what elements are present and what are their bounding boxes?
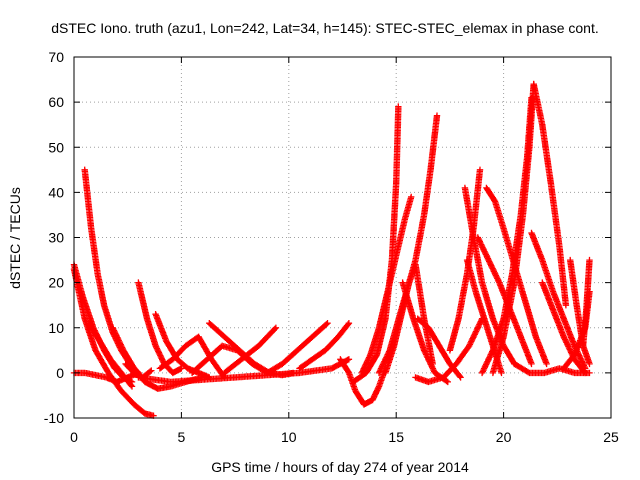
series-arc32 [530,80,570,309]
series-arc38 [511,360,593,377]
series-arc31 [489,80,537,377]
data-markers [70,80,593,419]
series-arc13 [221,324,280,377]
series-arc24 [412,315,486,386]
x-tick-label: 15 [388,429,404,445]
x-tick-label: 25 [603,429,619,445]
y-tick-label: 30 [48,230,64,246]
y-tick-label: 60 [48,94,64,110]
series-arc23 [414,315,464,381]
series-arc19 [358,193,415,377]
data-point-markers [85,320,136,390]
data-point-markers [579,256,593,349]
y-tick-label: 0 [56,365,64,381]
data-point-markers [221,324,280,377]
data-point-markers [135,356,353,386]
data-point-markers [296,320,353,372]
y-tick-label: 10 [48,320,64,336]
data-point-markers [528,229,589,372]
y-tick-label: 70 [48,49,64,65]
data-point-markers [156,333,228,381]
x-tick-label: 20 [496,429,512,445]
series-arc10 [156,333,228,381]
x-tick-label: 5 [178,429,186,445]
data-point-markers [337,356,389,408]
series-arc15 [135,356,353,386]
series-arc16 [296,320,353,372]
y-tick-label: 20 [48,275,64,291]
data-point-markers [530,80,570,309]
series-arc21 [375,112,441,377]
series-arc05 [85,320,136,390]
x-tick-label: 0 [70,429,78,445]
axes: 0 5 10 15 20 25 -10 0 10 20 30 40 50 60 70 [44,49,619,445]
y-tick-label: 50 [48,139,64,155]
x-tick-label: 10 [281,429,297,445]
chart-title: dSTEC Iono. truth (azu1, Lon=242, Lat=34… [51,20,598,36]
data-point-markers [511,360,593,377]
y-axis-label: dSTEC / TECUs [7,187,23,289]
data-point-markers [375,112,441,377]
data-point-markers [412,315,486,386]
series-arc17 [337,356,389,408]
x-axis-label: GPS time / hours of day 274 of year 2014 [211,459,469,475]
series-arc37 [579,256,593,349]
data-point-markers [489,80,537,377]
data-point-markers [358,193,415,377]
y-tick-label: -10 [44,410,64,426]
data-point-markers [414,315,464,381]
y-tick-label: 40 [48,184,64,200]
series-arc33 [528,229,589,372]
